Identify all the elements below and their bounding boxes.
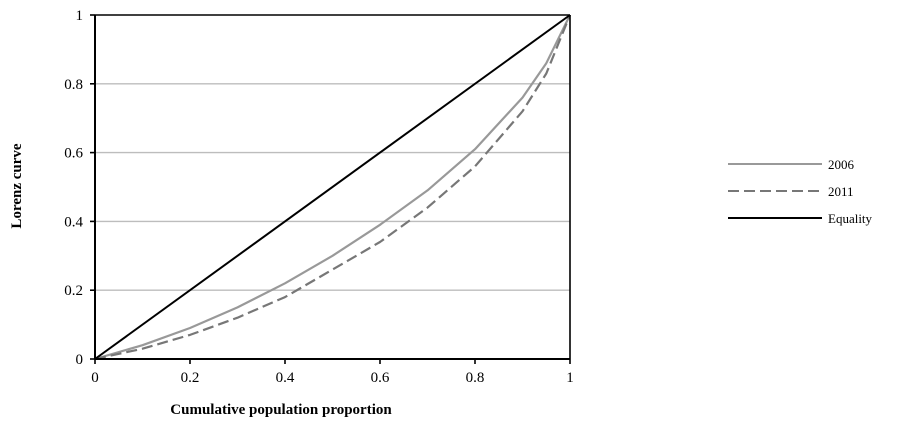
series-line-equality [94, 14, 571, 360]
axis-ticks: 0 0.2 0.4 0.6 0.8 1 0 0.2 0.4 0.6 0.8 1 [64, 8, 574, 386]
x-tick-label: 1 [566, 370, 574, 386]
series-line-s2011 [94, 14, 572, 361]
x-tick-label: 0.4 [276, 370, 295, 386]
legend: 2006 2011 Equality [728, 157, 873, 226]
series-line-s2006 [94, 14, 571, 361]
gridlines [95, 83, 570, 291]
series-lines [94, 14, 572, 361]
x-tick-label: 0.6 [371, 370, 390, 386]
x-tick-label: 0 [91, 370, 99, 386]
y-tick-label: 0.8 [64, 77, 83, 93]
legend-label-equality: Equality [828, 211, 873, 226]
legend-label-s2006: 2006 [828, 157, 855, 172]
y-tick-label: 0.6 [64, 146, 83, 162]
plot-frame [94, 14, 571, 360]
x-tick-label: 0.2 [181, 370, 200, 386]
y-axis-title: Lorenz curve [9, 143, 25, 228]
x-axis-title: Cumulative population proportion [170, 402, 392, 418]
legend-label-s2011: 2011 [828, 184, 854, 199]
y-tick-label: 0.4 [64, 214, 83, 230]
x-tick-label: 0.8 [466, 370, 485, 386]
y-tick-label: 0.2 [64, 283, 83, 299]
y-tick-label: 1 [76, 8, 84, 24]
y-tick-label: 0 [76, 352, 84, 368]
